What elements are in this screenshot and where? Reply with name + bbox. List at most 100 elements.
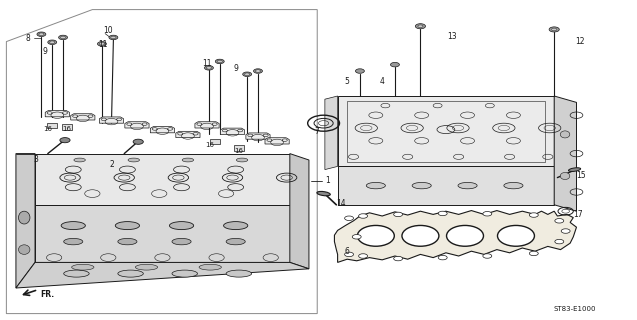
Ellipse shape [226,238,245,245]
Polygon shape [334,211,576,262]
Circle shape [415,24,426,29]
Ellipse shape [172,238,191,245]
Polygon shape [554,96,576,211]
Ellipse shape [136,264,158,270]
Circle shape [217,60,222,63]
Text: 16: 16 [43,126,52,132]
Text: FR.: FR. [41,290,55,299]
Polygon shape [16,154,35,288]
Text: 16: 16 [234,148,243,154]
Polygon shape [35,205,290,262]
Circle shape [99,43,104,45]
Polygon shape [71,114,95,120]
Polygon shape [338,96,554,166]
FancyBboxPatch shape [234,145,244,151]
Polygon shape [125,122,149,128]
Circle shape [97,42,106,46]
Circle shape [345,252,354,257]
Circle shape [48,40,57,44]
Ellipse shape [18,211,30,224]
Ellipse shape [317,191,331,196]
Circle shape [39,33,44,36]
Circle shape [438,211,447,216]
Polygon shape [16,262,309,288]
Text: 9: 9 [233,64,238,73]
Circle shape [483,212,492,216]
Text: 17: 17 [573,210,583,219]
Ellipse shape [504,182,523,189]
Ellipse shape [561,131,570,138]
Ellipse shape [182,158,194,162]
Text: 4: 4 [380,77,385,86]
Circle shape [529,213,538,217]
Ellipse shape [447,225,483,246]
Circle shape [352,235,361,239]
Circle shape [418,25,423,28]
Circle shape [60,138,70,143]
Circle shape [254,69,262,73]
Text: 6: 6 [345,247,350,256]
Polygon shape [176,131,200,138]
Polygon shape [150,126,175,133]
FancyBboxPatch shape [47,123,57,128]
Ellipse shape [226,270,252,277]
Ellipse shape [561,172,570,180]
Circle shape [109,35,118,40]
Text: ST83-E1000: ST83-E1000 [553,306,596,312]
Text: 14: 14 [336,199,347,208]
Circle shape [133,139,143,144]
Ellipse shape [497,225,534,246]
Text: 9: 9 [42,47,47,56]
Polygon shape [35,154,290,205]
Ellipse shape [412,182,431,189]
Ellipse shape [128,158,140,162]
Ellipse shape [357,225,394,246]
Ellipse shape [71,264,94,270]
Ellipse shape [402,225,439,246]
Polygon shape [325,96,338,170]
Circle shape [355,69,364,73]
Circle shape [345,216,354,220]
Text: 7: 7 [315,127,320,136]
Polygon shape [290,154,309,269]
Text: 11: 11 [99,40,108,49]
Polygon shape [99,117,124,123]
Circle shape [359,214,368,218]
Circle shape [555,239,564,244]
Ellipse shape [64,270,89,277]
Text: 16: 16 [62,126,71,132]
Ellipse shape [172,270,197,277]
Circle shape [394,256,403,261]
Text: 1: 1 [326,176,331,185]
Circle shape [555,219,564,223]
Text: 2: 2 [109,160,114,169]
Circle shape [561,229,570,233]
Ellipse shape [169,221,194,230]
Ellipse shape [115,221,140,230]
Circle shape [245,73,250,76]
Polygon shape [220,128,245,134]
Polygon shape [265,138,289,144]
Ellipse shape [74,158,85,162]
Polygon shape [246,133,270,139]
Text: 10: 10 [103,26,113,35]
Circle shape [204,66,213,70]
FancyBboxPatch shape [210,139,220,144]
Circle shape [59,35,68,40]
Circle shape [50,41,55,44]
Ellipse shape [366,182,385,189]
Circle shape [215,59,224,64]
Circle shape [529,251,538,256]
Polygon shape [195,122,219,128]
Polygon shape [45,110,69,117]
Text: 5: 5 [345,77,350,86]
Circle shape [243,72,252,76]
Circle shape [61,36,66,39]
Circle shape [255,70,261,72]
Circle shape [394,212,403,217]
Text: 3: 3 [34,156,39,164]
Circle shape [390,62,399,67]
Text: 13: 13 [447,32,457,41]
Ellipse shape [61,221,85,230]
Circle shape [37,32,46,36]
